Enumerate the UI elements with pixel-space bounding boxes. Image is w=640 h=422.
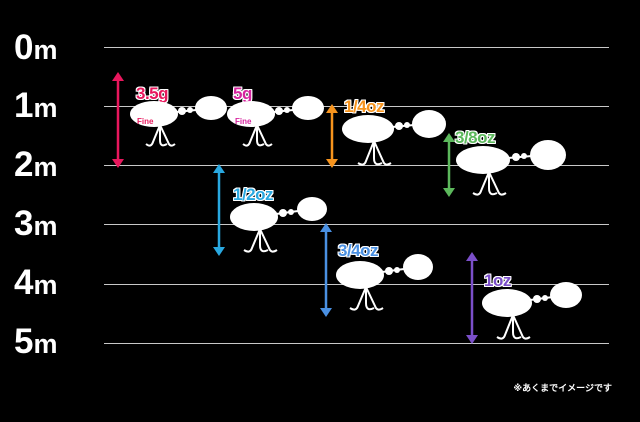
footnote: ※あくまでイメージです — [513, 384, 612, 394]
depth-label-5m: 5m — [14, 322, 58, 361]
range-arrow-3-4oz — [320, 223, 332, 317]
range-arrow-1-2oz — [213, 164, 225, 256]
depth-label-4m: 4m — [14, 263, 58, 302]
depth-label-2m: 2m — [14, 145, 58, 184]
lure-3-5g-icon — [130, 96, 227, 147]
depth-line-1m — [104, 106, 609, 107]
lure-3-4oz-icon — [336, 254, 433, 311]
weight-label-3-4oz: 3/4oz — [338, 241, 379, 260]
weight-label-1-2oz: 1/2oz — [233, 185, 274, 204]
depth-label-0m: 0m — [14, 28, 58, 67]
depth-line-2m — [104, 165, 609, 166]
weight-label-5g: 5g — [233, 84, 252, 103]
lure-1-4oz-icon — [342, 110, 446, 166]
lure-3-8oz-icon — [456, 140, 566, 196]
depth-line-0m — [104, 47, 609, 48]
lure-1oz-icon — [482, 282, 582, 340]
depth-label-1m: 1m — [14, 86, 58, 125]
depth-line-5m — [104, 343, 609, 344]
weight-label-1-4oz: 1/4oz — [344, 97, 385, 116]
lure-1-2oz-icon — [230, 197, 327, 253]
range-arrow-1-4oz — [326, 104, 338, 168]
weight-label-3-8oz: 3/8oz — [455, 128, 496, 147]
range-arrow-1oz — [466, 252, 478, 344]
fine-tag-3-5g: Fine — [137, 117, 154, 126]
fine-tag-5g: Fine — [235, 117, 252, 126]
depth-line-3m — [104, 224, 609, 225]
range-arrow-3-8oz — [443, 133, 455, 197]
weight-label-3-5g: 3.5g — [136, 84, 169, 103]
lure-5g-icon — [227, 96, 324, 147]
range-arrow-3-5g — [112, 72, 124, 168]
depth-label-3m: 3m — [14, 204, 58, 243]
weight-label-1oz: 1oz — [484, 271, 511, 290]
